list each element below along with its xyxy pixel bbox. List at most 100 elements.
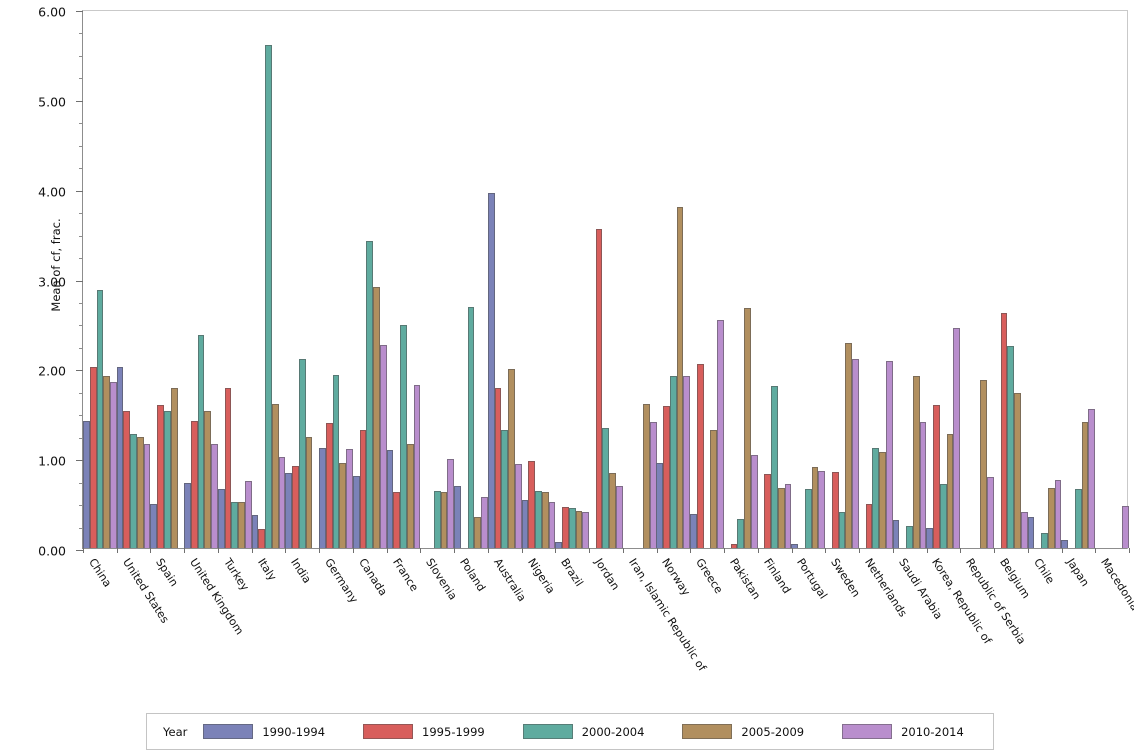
x-axis-tick (1027, 548, 1029, 553)
bar (649, 422, 657, 548)
y-axis-tick-minor (79, 213, 83, 215)
bar (474, 517, 482, 548)
bar-group (994, 11, 1028, 548)
x-axis-tick (420, 548, 422, 553)
bar-group (487, 11, 522, 548)
legend-item[interactable]: 2010-2014 (842, 724, 964, 739)
x-axis-label: Brazil (558, 556, 586, 589)
legend-item[interactable]: 1990-1994 (203, 724, 325, 739)
x-axis-label: Portugal (794, 556, 831, 602)
bar (1014, 392, 1021, 548)
bar (791, 544, 799, 548)
bar (413, 385, 421, 548)
bar (1081, 422, 1089, 548)
bar-group (319, 11, 353, 548)
y-axis-tick-label: 6.00 (38, 4, 66, 20)
x-axis-tick (1095, 548, 1097, 553)
plot-area: 0.00 1.00 2.00 3.00 4.00 5.00 6.00 (38, 5, 1130, 559)
bar (521, 499, 529, 548)
bar (1041, 532, 1048, 548)
x-axis-label: Slovenia (423, 556, 460, 603)
bar (865, 503, 873, 548)
bar (939, 484, 947, 548)
bar-group (1095, 11, 1129, 548)
bar-group (926, 11, 961, 548)
bar-group (184, 11, 218, 548)
bar (393, 492, 401, 548)
bar (96, 290, 104, 548)
y-axis-tick-major: 1.00 (38, 454, 83, 469)
legend-item[interactable]: 2000-2004 (522, 724, 645, 739)
bar (933, 405, 940, 548)
bar (231, 502, 239, 548)
bar-group (589, 11, 623, 548)
x-axis-label: Spain (153, 556, 182, 589)
legend-item[interactable]: 1995-1999 (363, 724, 485, 739)
bar-group (1061, 11, 1096, 548)
bar (912, 375, 920, 548)
bar (548, 502, 556, 548)
bar (602, 427, 610, 548)
y-axis-tick-major: 6.00 (38, 5, 83, 20)
legend-item[interactable]: 2005-2009 (682, 724, 804, 739)
legend-label: 2005-2009 (741, 724, 805, 739)
bar (676, 206, 684, 548)
x-axis-label: Greece (693, 556, 726, 596)
bar (359, 430, 367, 548)
bar-group (791, 11, 826, 548)
bar (366, 240, 374, 548)
y-axis-tick-label: 5.00 (38, 94, 66, 110)
x-axis-tick (251, 548, 253, 553)
y-axis-tick-major: 3.00 (38, 274, 83, 289)
bar (123, 410, 131, 548)
bar (143, 443, 151, 548)
bar (501, 430, 509, 548)
y-axis-tick-minor (79, 325, 83, 327)
bar (197, 335, 205, 548)
x-axis-label: Finland (760, 556, 794, 597)
bar (406, 443, 414, 548)
y-axis-tick-label: 0.00 (38, 543, 66, 559)
bar (373, 287, 380, 548)
x-axis-tick (83, 548, 84, 553)
bar-group (386, 11, 421, 548)
x-axis-tick (352, 548, 354, 553)
y-axis-tick-minor (79, 145, 83, 147)
bar (582, 512, 590, 548)
bar (946, 433, 954, 548)
bar (717, 319, 724, 548)
bar (265, 44, 272, 548)
legend-label: 2000-2004 (581, 724, 645, 739)
x-axis-tick (994, 548, 996, 553)
bar (339, 462, 347, 548)
bar (103, 375, 110, 548)
bar (811, 467, 819, 548)
bar-group (352, 11, 387, 548)
legend-swatch (842, 724, 893, 739)
bar (514, 464, 522, 548)
y-axis-tick-minor (79, 347, 83, 349)
y-axis-tick-minor (79, 55, 83, 57)
x-axis-tick (892, 548, 894, 553)
bar (831, 471, 839, 548)
bar (696, 363, 704, 548)
bar (683, 376, 691, 548)
y-axis-tick-minor (79, 415, 83, 417)
bar (1000, 312, 1008, 548)
bar (575, 511, 583, 548)
bar (332, 374, 340, 548)
bar (136, 436, 144, 548)
x-axis-label: Italy (254, 556, 279, 584)
y-axis-tick-minor (79, 392, 83, 394)
bar (386, 450, 394, 548)
bar-group (1027, 11, 1062, 548)
bar (150, 503, 158, 548)
bar-group (892, 11, 927, 548)
bar-group (724, 11, 758, 548)
bar (1054, 479, 1062, 548)
y-axis-tick-minor (79, 168, 83, 170)
bar (1061, 539, 1069, 548)
x-axis-tick (454, 548, 456, 553)
x-axis-label: Pakistan (727, 556, 764, 602)
y-axis-tick-major: 5.00 (38, 94, 83, 109)
